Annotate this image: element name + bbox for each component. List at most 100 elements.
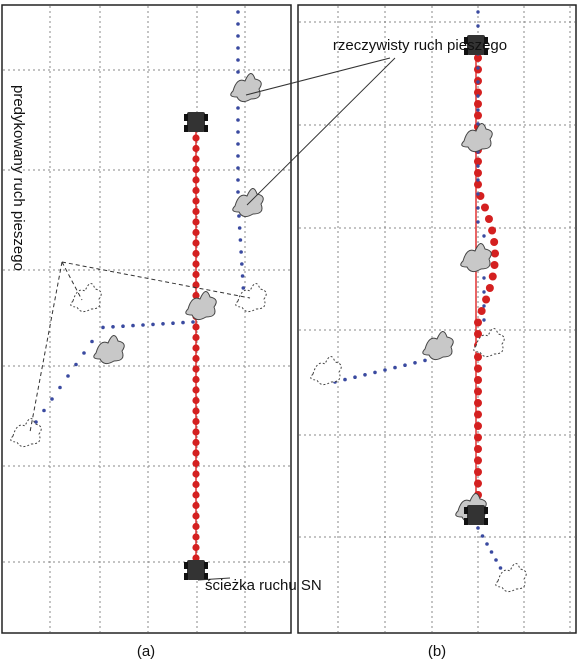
dot	[476, 220, 479, 223]
dot	[192, 176, 199, 183]
dot	[192, 145, 199, 152]
dot	[236, 166, 240, 170]
predicted-motion-label: predykowany ruch pieszego	[10, 85, 27, 271]
dot	[66, 374, 70, 378]
dot	[236, 46, 240, 50]
robot-wheel	[184, 562, 188, 569]
dot	[192, 428, 199, 435]
dot	[236, 106, 240, 110]
robot	[187, 112, 205, 132]
dot	[474, 112, 482, 120]
dot	[192, 439, 199, 446]
robot-wheel	[184, 114, 188, 121]
dot	[474, 399, 482, 407]
dot	[141, 323, 145, 327]
dot	[490, 550, 494, 554]
panel-b	[298, 5, 576, 633]
dot	[482, 296, 490, 304]
dot	[192, 250, 199, 257]
dot	[482, 290, 485, 293]
dot	[50, 397, 54, 401]
dot	[482, 276, 485, 279]
dot	[101, 326, 105, 330]
dot	[474, 388, 482, 396]
actual-motion-label: rzeczywisty ruch pieszego	[333, 37, 507, 54]
dot	[58, 386, 62, 390]
dot	[192, 208, 199, 215]
robot-wheel	[204, 562, 208, 569]
dot	[192, 197, 199, 204]
dot	[490, 238, 498, 246]
dot	[476, 94, 479, 97]
robot-wheel	[184, 125, 188, 132]
dot	[353, 375, 357, 379]
dot	[403, 363, 407, 367]
dot	[90, 340, 94, 344]
dot	[236, 142, 240, 146]
dot	[192, 481, 199, 488]
dot	[236, 154, 240, 158]
dot	[192, 239, 199, 246]
robot-wheel	[464, 518, 468, 525]
robot-wheel	[204, 114, 208, 121]
dot	[192, 218, 199, 225]
dot	[482, 318, 485, 321]
dot	[192, 229, 199, 236]
dot	[476, 24, 479, 27]
robot-wheel	[464, 507, 468, 514]
robot-wheel	[184, 573, 188, 580]
dot	[82, 351, 86, 355]
path-label: ścieżka ruchu SN	[205, 577, 322, 594]
dot	[476, 526, 480, 530]
dot	[192, 512, 199, 519]
dot	[236, 130, 240, 134]
dot	[171, 321, 175, 325]
dot	[363, 373, 367, 377]
dot	[485, 542, 489, 546]
dot	[474, 445, 482, 453]
dot	[236, 118, 240, 122]
dot	[373, 371, 377, 375]
dot	[476, 66, 479, 69]
dot	[474, 411, 482, 419]
dot	[236, 10, 240, 14]
dot	[476, 192, 479, 195]
dot	[474, 422, 482, 430]
dot	[192, 407, 199, 414]
dot	[236, 22, 240, 26]
dot	[239, 250, 243, 254]
dot	[192, 187, 199, 194]
dot	[474, 169, 482, 177]
dot	[192, 365, 199, 372]
robot	[467, 505, 485, 525]
dot	[237, 214, 241, 218]
dot	[241, 286, 245, 290]
dot	[192, 260, 199, 267]
dot	[236, 178, 240, 182]
dot	[192, 470, 199, 477]
dot	[121, 324, 125, 328]
dot	[474, 353, 482, 361]
dot	[192, 334, 199, 341]
robot-wheel	[484, 507, 488, 514]
dot	[238, 226, 242, 230]
dot	[482, 234, 485, 237]
dot	[111, 325, 115, 329]
dot	[474, 480, 482, 488]
dot	[383, 368, 387, 372]
dot	[474, 434, 482, 442]
dot	[191, 320, 195, 324]
dot	[494, 558, 498, 562]
dot	[476, 108, 479, 111]
dot	[192, 523, 199, 530]
dot	[239, 238, 243, 242]
robot-wheel	[484, 518, 488, 525]
dot	[192, 544, 199, 551]
robot	[187, 560, 205, 580]
dot	[489, 273, 497, 281]
dot	[192, 460, 199, 467]
dot	[481, 534, 485, 538]
dot	[476, 164, 479, 167]
dot	[192, 166, 199, 173]
dot	[393, 366, 397, 370]
